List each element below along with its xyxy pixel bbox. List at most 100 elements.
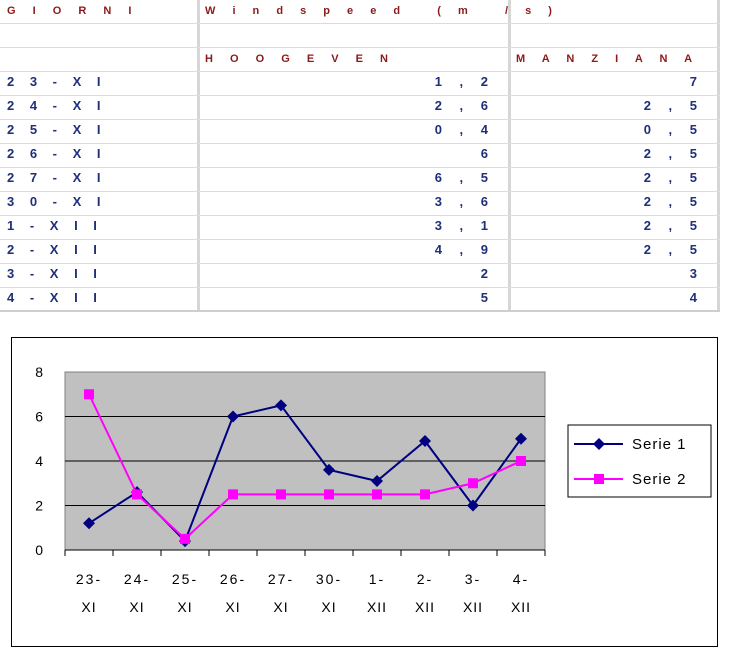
cell-manziana: 2 , 5 (643, 194, 704, 209)
y-tick-label: 0 (35, 542, 43, 558)
cell-manziana: 7 (689, 74, 704, 89)
column-divider (508, 0, 511, 311)
row-divider (0, 143, 720, 144)
row-divider (0, 191, 720, 192)
data-point-serie-2 (132, 489, 142, 500)
row-divider (0, 95, 720, 96)
legend-marker (594, 474, 604, 484)
legend-label: Serie 1 (632, 436, 687, 453)
cell-day: 2 5 - X I (7, 122, 107, 137)
data-point-serie-1 (83, 517, 95, 530)
cell-manziana: 4 (689, 290, 704, 305)
cell-manziana: 2 , 5 (643, 242, 704, 257)
cell-day: 3 0 - X I (7, 194, 107, 209)
x-tick-label: 2- (417, 571, 433, 587)
data-point-serie-2 (420, 489, 430, 500)
x-tick-label: XII (415, 599, 435, 615)
cell-manziana: 2 , 5 (643, 98, 704, 113)
legend-label: Serie 2 (632, 471, 687, 488)
x-tick-label: 27- (268, 571, 294, 587)
cell-manziana: 2 , 5 (643, 218, 704, 233)
row-divider (0, 239, 720, 240)
cell-day: 2 3 - X I (7, 74, 107, 89)
legend-marker (593, 438, 605, 450)
x-tick-label: XI (81, 599, 96, 615)
cell-day: 2 7 - X I (7, 170, 107, 185)
data-point-serie-2 (276, 489, 286, 500)
cell-hoogeven: 2 (480, 266, 495, 281)
data-point-serie-2 (228, 489, 238, 500)
cell-day: 2 6 - X I (7, 146, 107, 161)
cell-day: 2 - X I I (7, 242, 103, 257)
cell-manziana: 0 , 5 (643, 122, 704, 137)
y-tick-label: 8 (35, 364, 43, 380)
x-tick-label: 23- (76, 571, 102, 587)
cell-day: 2 4 - X I (7, 98, 107, 113)
y-tick-label: 2 (35, 498, 43, 514)
cell-hoogeven: 6 (480, 146, 495, 161)
data-point-serie-2 (84, 389, 94, 400)
cell-hoogeven: 5 (480, 290, 495, 305)
cell-day: 4 - X I I (7, 290, 103, 305)
cell-day: 3 - X I I (7, 266, 103, 281)
x-tick-label: XI (225, 599, 240, 615)
row-divider (0, 310, 720, 312)
cell-hoogeven: 1 , 2 (434, 74, 495, 89)
data-point-serie-2 (324, 489, 334, 500)
data-point-serie-1 (467, 499, 479, 512)
x-tick-label: 26- (220, 571, 246, 587)
cell-manziana: 3 (689, 266, 704, 281)
series-line-2 (88, 393, 522, 541)
data-point-serie-1 (323, 463, 335, 476)
x-tick-label: XII (463, 599, 483, 615)
x-tick-label: 25- (172, 571, 198, 587)
x-tick-label: XI (321, 599, 336, 615)
column-divider (717, 0, 720, 311)
data-point-serie-2 (372, 489, 382, 500)
header-manziana: M A N Z I A N A (516, 53, 700, 65)
header-giorni: G I O R N I (7, 5, 139, 17)
row-divider (0, 215, 720, 216)
header-hoogeven: H O O G E V E N (205, 53, 395, 65)
data-point-serie-2 (516, 456, 526, 466)
cell-manziana: 2 , 5 (643, 170, 704, 185)
cell-hoogeven: 6 , 5 (434, 170, 495, 185)
cell-hoogeven: 0 , 4 (434, 122, 495, 137)
data-point-serie-1 (275, 399, 287, 412)
data-point-serie-1 (419, 434, 431, 447)
cell-hoogeven: 4 , 9 (434, 242, 495, 257)
cell-manziana: 2 , 5 (643, 146, 704, 161)
x-tick-label: 24- (124, 571, 150, 587)
cell-hoogeven: 2 , 6 (434, 98, 495, 113)
row-divider (0, 23, 720, 24)
row-divider (0, 47, 720, 48)
y-tick-label: 6 (35, 409, 43, 425)
x-tick-label: XI (177, 599, 192, 615)
row-divider (0, 167, 720, 168)
legend-box (567, 424, 712, 498)
x-tick-label: 1- (369, 571, 385, 587)
x-tick-label: XII (511, 599, 531, 615)
x-tick-label: 3- (465, 571, 481, 587)
cell-day: 1 - X I I (7, 218, 103, 233)
x-tick-label: XII (367, 599, 387, 615)
column-divider (197, 0, 200, 311)
header-windspeed: W i n d s p e e d ( m / s ) (205, 5, 559, 17)
data-point-serie-1 (371, 475, 383, 488)
data-point-serie-1 (227, 410, 239, 423)
data-table: G I O R N I W i n d s p e e d ( m / s ) … (0, 0, 720, 313)
row-divider (0, 287, 720, 288)
x-tick-label: 4- (513, 571, 529, 587)
x-tick-label: XI (129, 599, 144, 615)
x-tick-label: 30- (316, 571, 342, 587)
row-divider (0, 263, 720, 264)
row-divider (0, 119, 720, 120)
data-point-serie-1 (515, 432, 527, 445)
data-point-serie-2 (468, 478, 478, 489)
x-tick-label: XI (273, 599, 288, 615)
row-divider (0, 71, 720, 72)
data-point-serie-2 (180, 533, 190, 544)
cell-hoogeven: 3 , 1 (434, 218, 495, 233)
cell-hoogeven: 3 , 6 (434, 194, 495, 209)
